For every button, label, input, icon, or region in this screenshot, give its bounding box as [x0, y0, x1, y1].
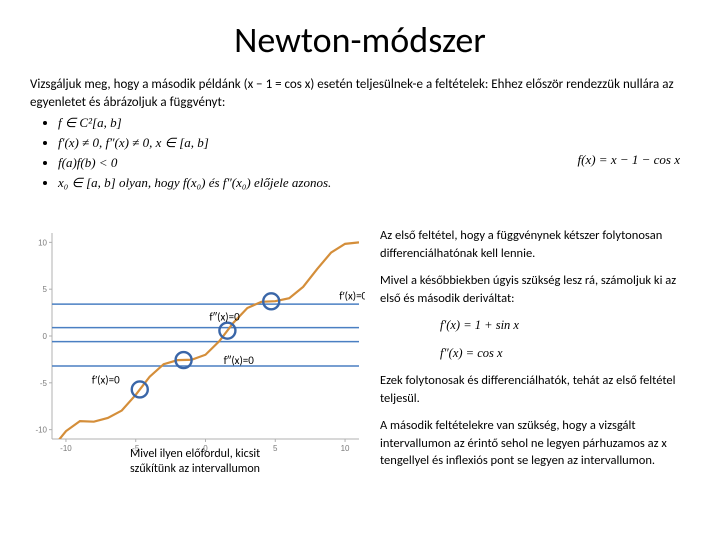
function-chart: -10-50510-10-50510f′(x)=0f″(x)=0f″(x)=0f…: [30, 227, 365, 457]
right-text-column: Az első feltétel, hogy a függvénynek két…: [380, 227, 690, 480]
right-para-2: Mivel a későbbiekben úgyis szükség lesz …: [380, 272, 690, 307]
svg-text:5: 5: [43, 285, 48, 294]
bullet-1: f ∈ C²[a, b]: [58, 115, 690, 131]
svg-text:-10: -10: [60, 444, 72, 453]
intro-part-1: Vizsgáljuk meg, hogy a második példánk (…: [30, 77, 491, 92]
svg-text:5: 5: [273, 444, 278, 453]
right-para-3: Ezek folytonosak és differenciálhatók, t…: [380, 372, 690, 407]
bullet-2: f′(x) ≠ 0, f″(x) ≠ 0, x ∈ [a, b]: [58, 135, 690, 151]
svg-text:10: 10: [38, 238, 47, 247]
svg-text:f′(x)=0: f′(x)=0: [339, 289, 365, 302]
svg-text:f′(x)=0: f′(x)=0: [92, 374, 120, 387]
page-title: Newton-módszer: [30, 18, 690, 62]
right-para-4: A második feltételekre van szükség, hogy…: [380, 417, 690, 470]
deriv-1: f′(x) = 1 + sin x: [440, 317, 690, 335]
svg-text:-10: -10: [35, 426, 47, 435]
svg-text:0: 0: [43, 332, 48, 341]
svg-text:10: 10: [341, 444, 350, 453]
svg-text:f″(x)=0: f″(x)=0: [224, 354, 255, 367]
bullet-4: x₀ ∈ [a, b] olyan, hogy f(x₀) és f″(x₀) …: [58, 175, 690, 191]
chart-column: -10-50510-10-50510f′(x)=0f″(x)=0f″(x)=0f…: [30, 227, 370, 480]
formula-fx: f(x) = x − 1 − cos x: [578, 152, 680, 168]
svg-text:-5: -5: [40, 379, 48, 388]
right-para-1: Az első feltétel, hogy a függvénynek két…: [380, 227, 690, 262]
svg-text:f″(x)=0: f″(x)=0: [209, 311, 240, 324]
intro-text: Vizsgáljuk meg, hogy a második példánk (…: [30, 76, 690, 111]
deriv-2: f″(x) = cos x: [440, 345, 690, 363]
